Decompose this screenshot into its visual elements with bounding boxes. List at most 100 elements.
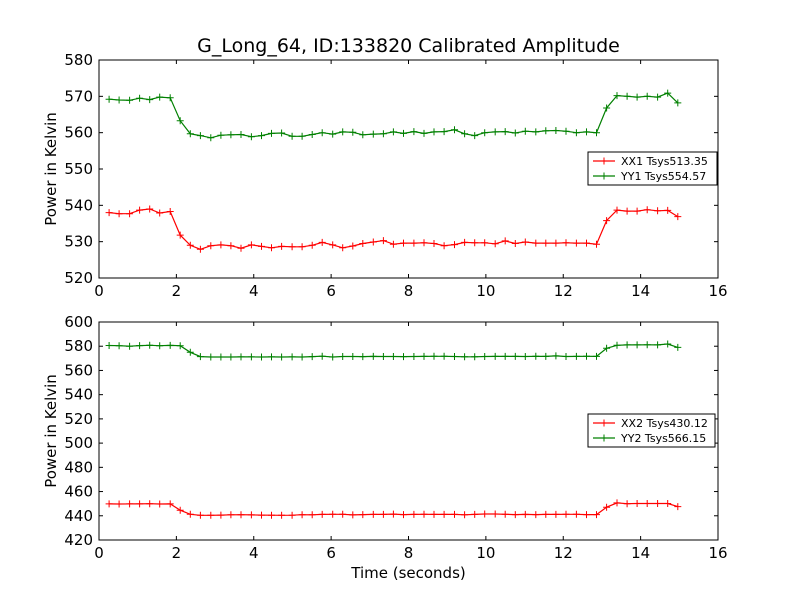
data-point	[461, 511, 469, 519]
data-point	[481, 353, 489, 360]
x-tick-label: 6	[326, 282, 336, 300]
data-point	[389, 240, 397, 248]
data-point	[278, 511, 286, 519]
data-point	[166, 208, 174, 215]
data-point	[126, 500, 134, 508]
data-point	[166, 94, 174, 102]
data-point	[654, 341, 662, 349]
data-point	[501, 510, 509, 518]
data-point	[166, 341, 174, 349]
data-point	[623, 500, 631, 508]
data-point	[389, 353, 397, 360]
legend-label: YY2 Tsys566.15	[620, 432, 706, 445]
data-point	[664, 500, 672, 507]
data-point	[511, 129, 519, 137]
data-point	[217, 511, 225, 519]
data-point	[146, 341, 154, 349]
data-point	[166, 500, 174, 508]
data-point	[643, 206, 651, 214]
data-point	[258, 132, 265, 140]
data-point	[136, 206, 144, 214]
data-point	[156, 500, 164, 508]
data-point	[542, 510, 550, 518]
x-tick-label: 10	[476, 282, 495, 300]
data-point	[359, 240, 367, 247]
data-point	[258, 511, 265, 519]
data-point	[196, 353, 204, 361]
data-point	[379, 237, 387, 245]
data-point	[542, 352, 550, 360]
data-point	[268, 129, 275, 137]
data-point	[176, 231, 184, 239]
y-tick-label: 520	[64, 269, 93, 287]
data-point	[461, 353, 469, 361]
data-point	[339, 353, 347, 360]
x-axis-label: Time (seconds)	[350, 564, 466, 582]
y-tick-label: 530	[64, 233, 93, 251]
data-point	[400, 129, 407, 137]
data-point	[583, 511, 590, 519]
data-point	[471, 510, 479, 518]
data-point	[115, 96, 123, 104]
data-point	[501, 352, 509, 360]
legend-label: YY1 Tsys554.57	[620, 170, 706, 183]
y-tick-label: 580	[64, 51, 93, 69]
data-point	[318, 129, 326, 137]
data-point	[603, 344, 611, 352]
y-tick-label: 420	[64, 531, 93, 549]
data-point	[207, 242, 215, 250]
data-point	[562, 510, 570, 518]
data-point	[115, 210, 123, 218]
data-point	[329, 510, 337, 518]
data-point	[105, 209, 113, 217]
data-point	[156, 209, 164, 217]
data-point	[217, 131, 225, 139]
data-point	[369, 352, 377, 360]
data-point	[603, 104, 611, 112]
data-point	[136, 342, 144, 350]
data-point	[318, 238, 326, 246]
data-point	[420, 129, 428, 137]
data-point	[105, 500, 113, 508]
data-point	[440, 128, 448, 136]
legend-label: XX2 Tsys430.12	[621, 417, 708, 430]
data-point	[196, 132, 204, 140]
data-point	[471, 132, 479, 140]
data-point	[552, 352, 560, 360]
data-point	[451, 510, 458, 518]
data-point	[603, 503, 611, 511]
data-point	[542, 127, 550, 135]
y-tick-label: 560	[64, 361, 93, 379]
data-point	[146, 500, 154, 508]
series-1	[105, 499, 682, 519]
data-point	[552, 510, 560, 518]
data-point	[593, 240, 600, 248]
data-point	[298, 243, 306, 251]
data-point	[329, 353, 337, 361]
x-tick-label: 2	[172, 282, 182, 300]
data-point	[643, 500, 651, 507]
data-point	[227, 242, 235, 250]
series-2	[105, 340, 682, 361]
y-tick-label: 520	[64, 410, 93, 428]
data-point	[196, 245, 204, 253]
data-point	[654, 500, 662, 507]
data-point	[247, 353, 255, 361]
data-point	[237, 511, 245, 519]
chart-2: 0 2 4 6 8 10 12 14 16 420 440 460 480 500 520 540 560 580…	[42, 313, 728, 582]
y-tick-label: 480	[64, 458, 93, 476]
legend-marker	[600, 419, 608, 427]
x-tick-label: 10	[476, 544, 495, 562]
x-tick-label: 2	[172, 544, 182, 562]
data-point	[461, 238, 469, 246]
data-point	[451, 353, 458, 360]
data-point	[501, 237, 509, 245]
data-point	[339, 244, 347, 252]
data-point	[410, 353, 418, 360]
data-point	[126, 210, 134, 218]
data-point	[379, 510, 387, 518]
legend-marker	[600, 434, 608, 442]
data-point	[400, 511, 407, 519]
data-point	[136, 94, 144, 102]
